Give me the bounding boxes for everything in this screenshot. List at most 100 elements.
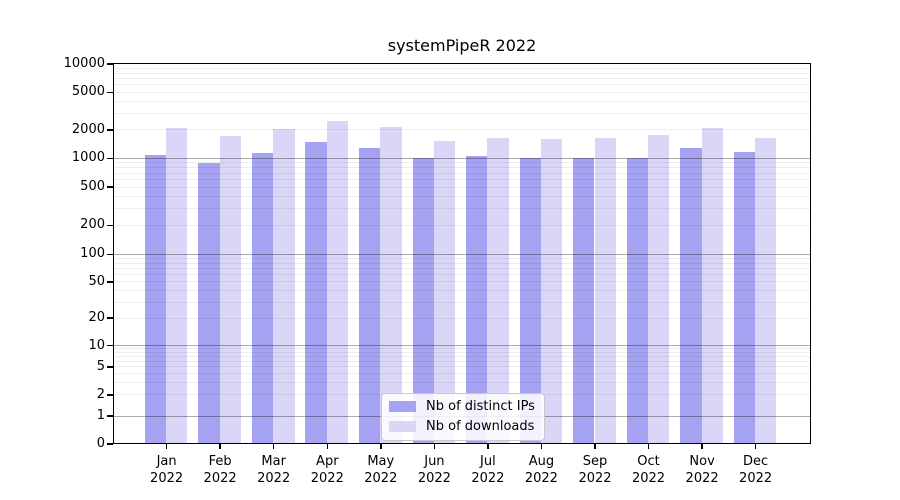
bar-distinct-ips-nov [680,148,702,443]
y-tick-mark [107,366,113,368]
x-tick-mark [701,444,703,449]
y-tick-label: 20 [88,310,105,326]
y-tick-label: 10000 [63,56,105,71]
x-tick-label-mar: Mar 2022 [257,454,291,486]
bar-distinct-ips-mar [251,153,274,443]
gridline-minor [114,290,810,292]
x-tick-mark [380,444,382,449]
bar-downloads-oct [648,135,670,443]
y-tick-label: 2 [96,386,105,402]
gridline-minor [114,360,810,362]
gridline-minor [114,179,810,181]
y-tick-mark [107,129,113,131]
gridline-minor [114,382,810,383]
gridline-major [114,253,810,255]
bar-distinct-ips-apr [305,141,327,443]
y-tick-mark [107,415,113,417]
x-tick-mark [754,444,757,449]
x-tick-mark [647,444,650,449]
bar-distinct-ips-oct [626,158,648,443]
y-tick-label: 1 [96,408,105,423]
gridline-minor [114,224,810,226]
x-tick-label-nov: Nov 2022 [685,454,719,486]
bar-downloads-may [380,126,402,443]
bar-downloads-aug [540,138,563,443]
y-tick-mark [107,157,113,160]
y-tick-label: 10 [88,337,105,353]
x-tick-mark [272,444,275,449]
bar-downloads-sep [594,137,616,443]
y-tick-label: 100 [80,246,105,262]
y-tick-label: 0 [96,436,105,451]
y-tick-label: 500 [80,179,105,195]
bar-downloads-apr [326,121,349,443]
legend-label-downloads: Nb of downloads [426,419,535,434]
x-tick-mark [326,444,328,449]
x-tick-label-feb: Feb 2022 [203,454,237,486]
bar-downloads-jul [487,137,509,443]
gridline-minor [114,167,810,169]
bar-downloads-mar [273,129,295,443]
plot-frame [113,63,811,444]
y-tick-label: 5 [96,358,105,374]
y-tick-mark [107,344,113,347]
plot-area [114,64,810,443]
gridline-minor [114,317,810,319]
y-tick-mark [107,224,113,227]
y-tick-mark [107,91,113,94]
y-tick-label: 5000 [71,84,105,100]
y-tick-label: 200 [80,217,105,233]
y-tick-mark [107,253,113,256]
legend-swatch-distinct-ips [389,401,416,412]
gridline-minor [114,78,810,80]
y-tick-mark [107,443,113,445]
legend-swatch-downloads [389,421,416,432]
x-tick-label-may: May 2022 [364,454,398,486]
gridline-minor [114,281,810,283]
legend: Nb of distinct IPs Nb of downloads [381,393,545,441]
gridline-minor [114,112,810,114]
y-tick-mark [107,317,113,319]
bar-downloads-dec [755,138,777,443]
gridline-minor [114,258,810,259]
gridline-minor [114,262,810,264]
bar-distinct-ips-feb [198,162,220,443]
gridline-minor [114,162,810,164]
gridline-minor [114,352,810,353]
y-tick-label: 1000 [71,150,105,166]
gridline-minor [114,129,810,131]
gridline-major [114,345,810,347]
bar-distinct-ips-jan [144,154,167,443]
bar-distinct-ips-jul [466,156,488,443]
gridline-minor [114,208,810,209]
y-tick-mark [107,186,113,188]
x-tick-label-jan: Jan 2022 [150,454,184,486]
gridline-minor [114,91,810,93]
bar-distinct-ips-sep [573,158,595,443]
y-tick-mark [107,394,113,396]
x-tick-label-sep: Sep 2022 [578,454,612,486]
gridline-minor [114,274,810,276]
x-tick-label-aug: Aug 2022 [524,454,558,486]
bar-distinct-ips-aug [519,158,541,443]
y-tick-mark [107,63,113,65]
bar-distinct-ips-jun [412,158,434,443]
x-tick-label-apr: Apr 2022 [310,454,344,486]
bar-distinct-ips-may [358,148,381,443]
x-tick-label-oct: Oct 2022 [631,454,666,486]
x-tick-mark [594,444,596,449]
gridline-minor [114,72,810,74]
x-tick-mark [540,444,543,449]
gridline-minor [114,356,810,358]
x-tick-label-jun: Jun 2022 [417,454,451,486]
gridline-minor [114,67,810,69]
chart-title: systemPipeR 2022 [387,36,537,55]
x-tick-label-jul: Jul 2022 [471,454,505,486]
x-tick-mark [433,444,436,449]
legend-item-distinct-ips: Nb of distinct IPs [389,399,535,414]
legend-item-downloads: Nb of downloads [389,419,535,434]
gridline-minor [114,366,810,368]
x-tick-mark [165,444,168,449]
gridline-minor [114,101,810,102]
